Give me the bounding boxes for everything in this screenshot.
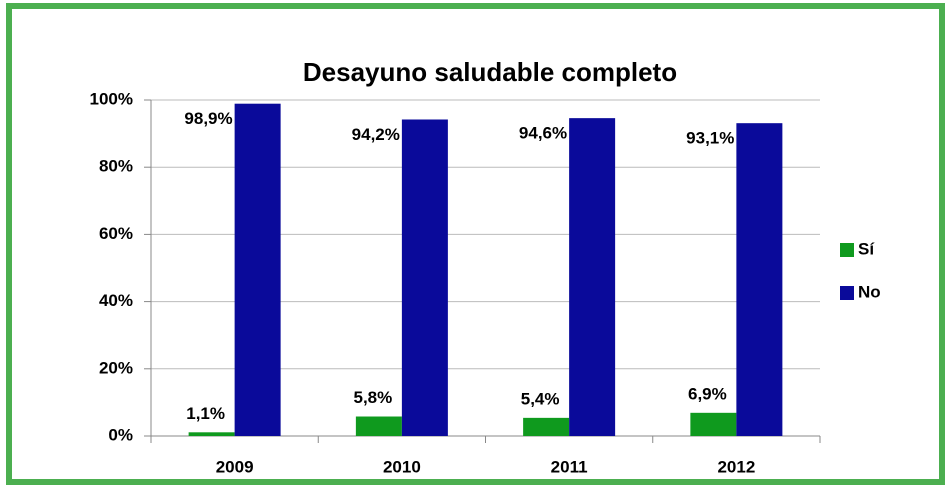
data-label: 93,1% (686, 129, 734, 148)
data-label: 98,9% (184, 109, 232, 128)
x-tick-label: 2010 (383, 457, 421, 476)
bar (569, 118, 616, 437)
bar (188, 432, 235, 436)
data-label: 94,6% (519, 124, 567, 143)
x-tick-label: 2012 (717, 457, 755, 476)
y-tick-label: 80% (99, 157, 133, 176)
bar (234, 103, 281, 437)
x-tick-label: 2009 (216, 457, 254, 476)
bar (401, 119, 448, 436)
bar (523, 417, 570, 436)
legend-label: No (858, 282, 881, 301)
bar (355, 416, 402, 436)
y-tick-label: 0% (108, 425, 133, 444)
chart-border (6, 3, 945, 485)
x-tick-label: 2011 (551, 457, 588, 476)
y-tick-label: 20% (99, 358, 133, 377)
data-label: 5,4% (521, 389, 560, 408)
legend-label: Sí (858, 239, 875, 258)
legend-swatch (840, 243, 854, 257)
y-tick-label: 100% (90, 89, 133, 108)
bar (736, 123, 783, 437)
y-tick-label: 40% (99, 291, 133, 310)
chart-title: Desayuno saludable completo (303, 57, 677, 87)
legend-swatch (840, 286, 854, 300)
data-label: 6,9% (688, 384, 727, 403)
data-label: 1,1% (186, 404, 225, 423)
y-tick-label: 60% (99, 224, 133, 243)
bar (690, 412, 737, 436)
data-label: 5,8% (354, 388, 393, 407)
data-label: 94,2% (352, 125, 400, 144)
